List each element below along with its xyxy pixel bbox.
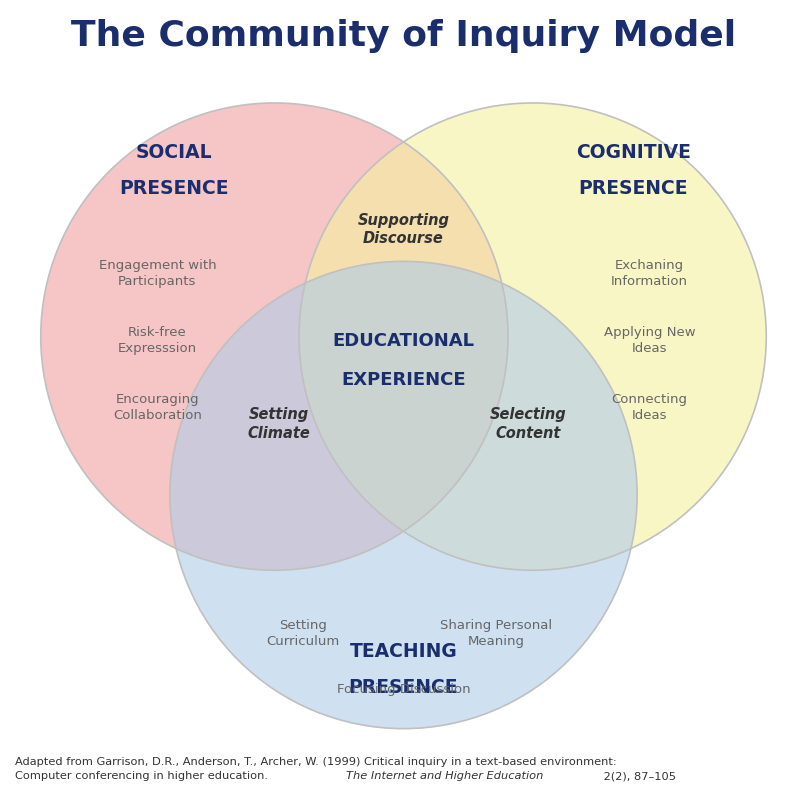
Text: Applying New
Ideas: Applying New Ideas <box>604 326 696 355</box>
Text: SOCIAL: SOCIAL <box>136 143 211 162</box>
Text: PRESENCE: PRESENCE <box>119 179 228 197</box>
Text: COGNITIVE: COGNITIVE <box>576 143 691 162</box>
Text: Engagement with
Participants: Engagement with Participants <box>98 259 216 287</box>
Text: Computer conferencing in higher education.: Computer conferencing in higher educatio… <box>15 771 271 781</box>
Text: Setting
Curriculum: Setting Curriculum <box>266 619 339 648</box>
Text: PRESENCE: PRESENCE <box>349 678 458 696</box>
Text: Supporting
Discourse: Supporting Discourse <box>358 213 449 246</box>
Text: Encouraging
Collaboration: Encouraging Collaboration <box>113 394 202 422</box>
Text: Sharing Personal
Meaning: Sharing Personal Meaning <box>441 619 552 648</box>
Text: EXPERIENCE: EXPERIENCE <box>341 371 466 389</box>
Ellipse shape <box>299 103 767 570</box>
Text: Selecting
Content: Selecting Content <box>490 407 567 440</box>
Text: Exchaning
Information: Exchaning Information <box>611 259 688 287</box>
Text: PRESENCE: PRESENCE <box>579 179 688 197</box>
Text: Connecting
Ideas: Connecting Ideas <box>612 394 688 422</box>
Text: Adapted from Garrison, D.R., Anderson, T., Archer, W. (1999) Critical inquiry in: Adapted from Garrison, D.R., Anderson, T… <box>15 757 617 767</box>
Ellipse shape <box>169 261 638 729</box>
Text: Risk-free
Expresssion: Risk-free Expresssion <box>118 326 197 355</box>
Ellipse shape <box>40 103 508 570</box>
Text: Setting
Climate: Setting Climate <box>247 407 310 440</box>
Text: TEACHING: TEACHING <box>349 642 458 661</box>
Text: EDUCATIONAL: EDUCATIONAL <box>332 332 475 349</box>
Text: Focusing Discussion: Focusing Discussion <box>337 683 470 695</box>
Text: The Community of Inquiry Model: The Community of Inquiry Model <box>71 19 736 52</box>
Text: The Internet and Higher Education: The Internet and Higher Education <box>345 771 543 781</box>
Text: 2(2), 87–105: 2(2), 87–105 <box>600 771 676 781</box>
